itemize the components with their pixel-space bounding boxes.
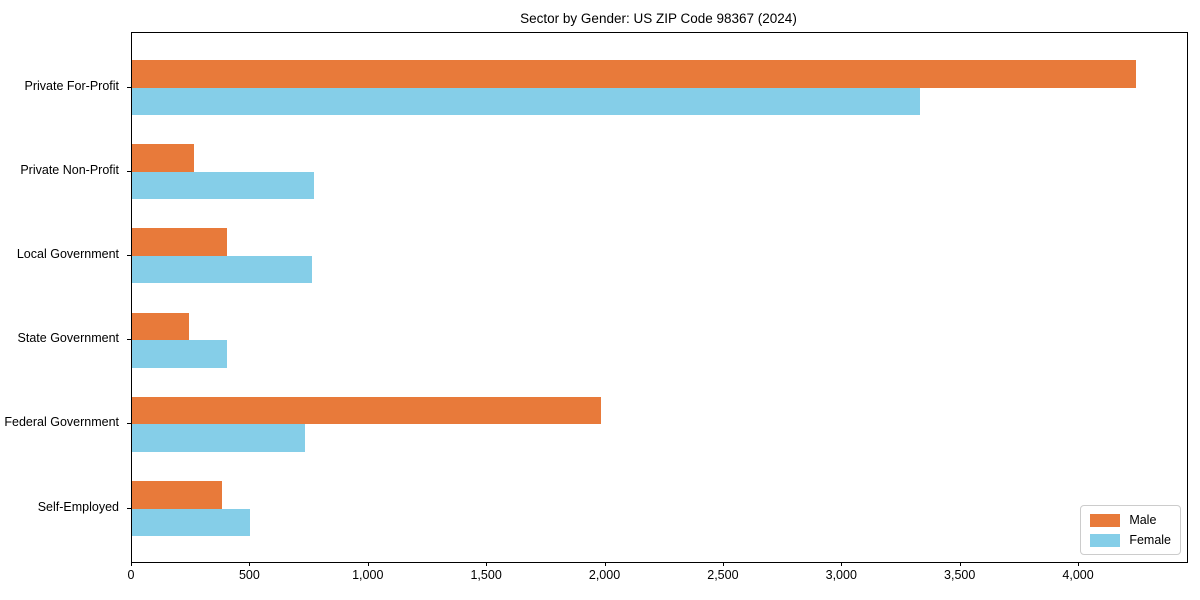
legend-label-female: Female — [1129, 533, 1171, 547]
bar-male-0 — [132, 60, 1136, 88]
bar-female-2 — [132, 255, 312, 284]
x-tick-3 — [486, 562, 488, 566]
x-tick-label-0: 0 — [127, 568, 135, 582]
x-tick-8 — [1078, 562, 1080, 566]
legend-entry-female: Female — [1090, 533, 1171, 547]
bar-male-2 — [132, 228, 227, 256]
x-tick-label-1: 500 — [238, 568, 260, 582]
x-tick-5 — [722, 562, 724, 566]
x-tick-label-5: 2,500 — [707, 568, 739, 582]
x-tick-6 — [841, 562, 843, 566]
bar-male-4 — [132, 396, 601, 425]
x-tick-7 — [959, 562, 961, 566]
bar-female-1 — [132, 171, 315, 200]
x-tick-0 — [131, 562, 132, 566]
x-tick-label-3: 1,500 — [470, 568, 502, 582]
x-tick-label-8: 4,000 — [1062, 568, 1094, 582]
x-tick-4 — [604, 562, 606, 566]
chart-title: Sector by Gender: US ZIP Code 98367 (202… — [520, 11, 797, 26]
plot-area: Male Female — [131, 32, 1188, 563]
bar-male-3 — [132, 312, 189, 341]
x-tick-label-7: 3,500 — [944, 568, 976, 582]
legend-swatch-male — [1090, 513, 1121, 527]
x-tick-2 — [367, 562, 369, 566]
y-tick-4 — [127, 423, 131, 425]
bar-female-0 — [132, 87, 921, 115]
legend-label-male: Male — [1129, 513, 1157, 527]
y-tick-2 — [127, 254, 131, 256]
y-tick-3 — [127, 339, 131, 341]
legend-entry-male: Male — [1090, 513, 1171, 527]
bar-female-5 — [132, 508, 251, 536]
y-tick-1 — [127, 170, 131, 172]
x-tick-label-6: 3,000 — [825, 568, 857, 582]
bar-female-4 — [132, 424, 305, 452]
y-tick-0 — [127, 86, 131, 88]
legend-swatch-female — [1090, 533, 1121, 547]
bar-male-5 — [132, 481, 222, 509]
bar-female-3 — [132, 340, 227, 368]
x-tick-label-4: 2,000 — [588, 568, 621, 582]
bar-male-1 — [132, 144, 194, 172]
x-tick-1 — [249, 562, 251, 566]
y-tick-5 — [127, 507, 131, 509]
legend: Male Female — [1080, 505, 1181, 555]
x-tick-label-2: 1,000 — [352, 568, 384, 582]
